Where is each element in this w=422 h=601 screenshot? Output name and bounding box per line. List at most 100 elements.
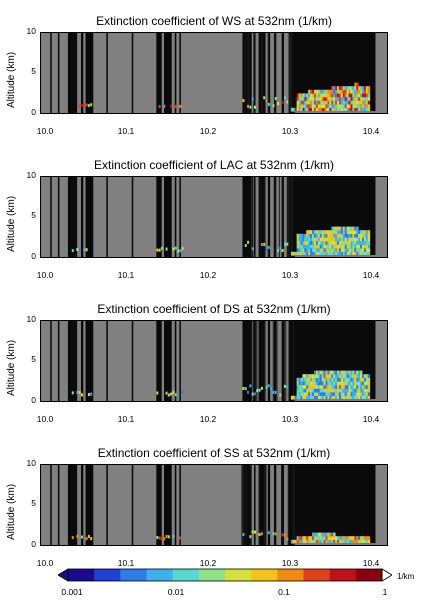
aerosol-pixel [319,395,323,400]
data-column [67,177,78,257]
curtain-plot [41,33,387,113]
aerosol-pixel [344,107,348,112]
aerosol-pixel [323,395,326,400]
aerosol-pixel [337,93,340,98]
aerosol-pixel [362,230,365,234]
y-tick-label: 10 [26,170,36,180]
aerosol-pixel [354,370,357,375]
aerosol-pixel [365,539,369,544]
aerosol-pixel [335,97,338,101]
aerosol-pixel [300,377,303,382]
aerosol-pixel [356,248,359,252]
aerosol-pixel [317,107,321,112]
colorbar-segment [198,569,226,581]
aerosol-pixel [333,251,336,256]
aerosol-pixel [362,93,365,98]
aerosol-pixel [344,86,348,90]
aerosol-pixel [362,388,365,393]
aerosol-pixel [329,374,332,378]
aerosol-pixel [274,97,277,101]
aerosol-pixel [367,230,371,234]
aerosol-pixel [342,230,346,234]
aerosol-pixel [156,391,159,395]
aerosol-pixel [333,89,336,94]
aerosol-pixel [356,385,359,389]
aerosol-pixel [286,385,289,389]
y-tick-label: 10 [26,26,36,36]
aerosol-pixel [350,395,353,400]
aerosol-pixel [315,251,319,256]
aerosol-pixel [313,100,317,105]
aerosol-pixel [251,247,254,251]
aerosol-pixel [90,537,93,541]
aerosol-pixel [300,104,303,108]
data-column-line [287,177,289,257]
aerosol-pixel [335,237,338,242]
aerosol-pixel [363,104,367,108]
aerosol-pixel [365,392,369,396]
aerosol-pixel [315,377,319,382]
aerosol-pixel [333,381,336,386]
aerosol-pixel [342,244,346,249]
x-tick-label: 10.1 [117,414,135,424]
aerosol-pixel [335,89,338,94]
aerosol-pixel [363,385,367,389]
aerosol-pixel [362,107,365,112]
aerosol-pixel [342,226,346,231]
aerosol-pixel [362,251,365,256]
aerosol-pixel [367,377,371,382]
aerosol-pixel [325,374,328,378]
aerosol-pixel [321,388,325,393]
aerosol-pixel [367,248,371,252]
aerosol-pixel [333,539,336,544]
aerosol-pixel [344,93,348,98]
aerosol-pixel [367,392,371,396]
aerosol-pixel [298,377,301,382]
aerosol-pixel [312,374,315,378]
aerosol-pixel [300,107,303,112]
data-column-line [245,465,247,545]
data-column [174,177,177,257]
aerosol-pixel [317,100,321,105]
aerosol-pixel [327,395,330,400]
aerosol-pixel [313,377,317,382]
aerosol-pixel [346,251,350,256]
aerosol-pixel [306,107,309,112]
aerosol-pixel [338,377,342,382]
aerosol-pixel [352,97,355,101]
aerosol-pixel [321,241,325,245]
aerosol-pixel [286,537,289,541]
aerosol-pixel [165,391,168,395]
aerosol-pixel [304,100,307,105]
aerosol-pixel [312,388,315,393]
aerosol-pixel [329,244,332,249]
aerosol-pixel [352,374,355,378]
aerosol-pixel [337,86,340,90]
x-tick-label: 10.0 [36,126,54,136]
aerosol-pixel [362,89,365,94]
aerosol-pixel [346,244,350,249]
x-tick-label: 10.2 [199,558,217,568]
aerosol-pixel [362,97,365,101]
aerosol-pixel [329,381,332,386]
aerosol-pixel [290,395,294,400]
y-tick-label: 0 [31,395,36,405]
data-column-line [289,177,291,257]
aerosol-pixel [333,104,336,108]
aerosol-pixel [331,385,334,389]
aerosol-pixel [296,388,300,393]
aerosol-pixel [317,248,321,252]
aerosol-pixel [249,105,252,109]
data-column [242,465,252,545]
plot-area [40,320,388,402]
data-column [80,177,84,257]
aerosol-pixel [333,86,336,90]
aerosol-pixel [333,377,336,382]
aerosol-pixel [296,395,300,400]
aerosol-pixel [321,381,325,386]
aerosol-pixel [302,392,305,396]
aerosol-pixel [348,237,351,242]
data-column [50,465,52,545]
aerosol-pixel [358,237,361,242]
aerosol-pixel [298,233,301,238]
